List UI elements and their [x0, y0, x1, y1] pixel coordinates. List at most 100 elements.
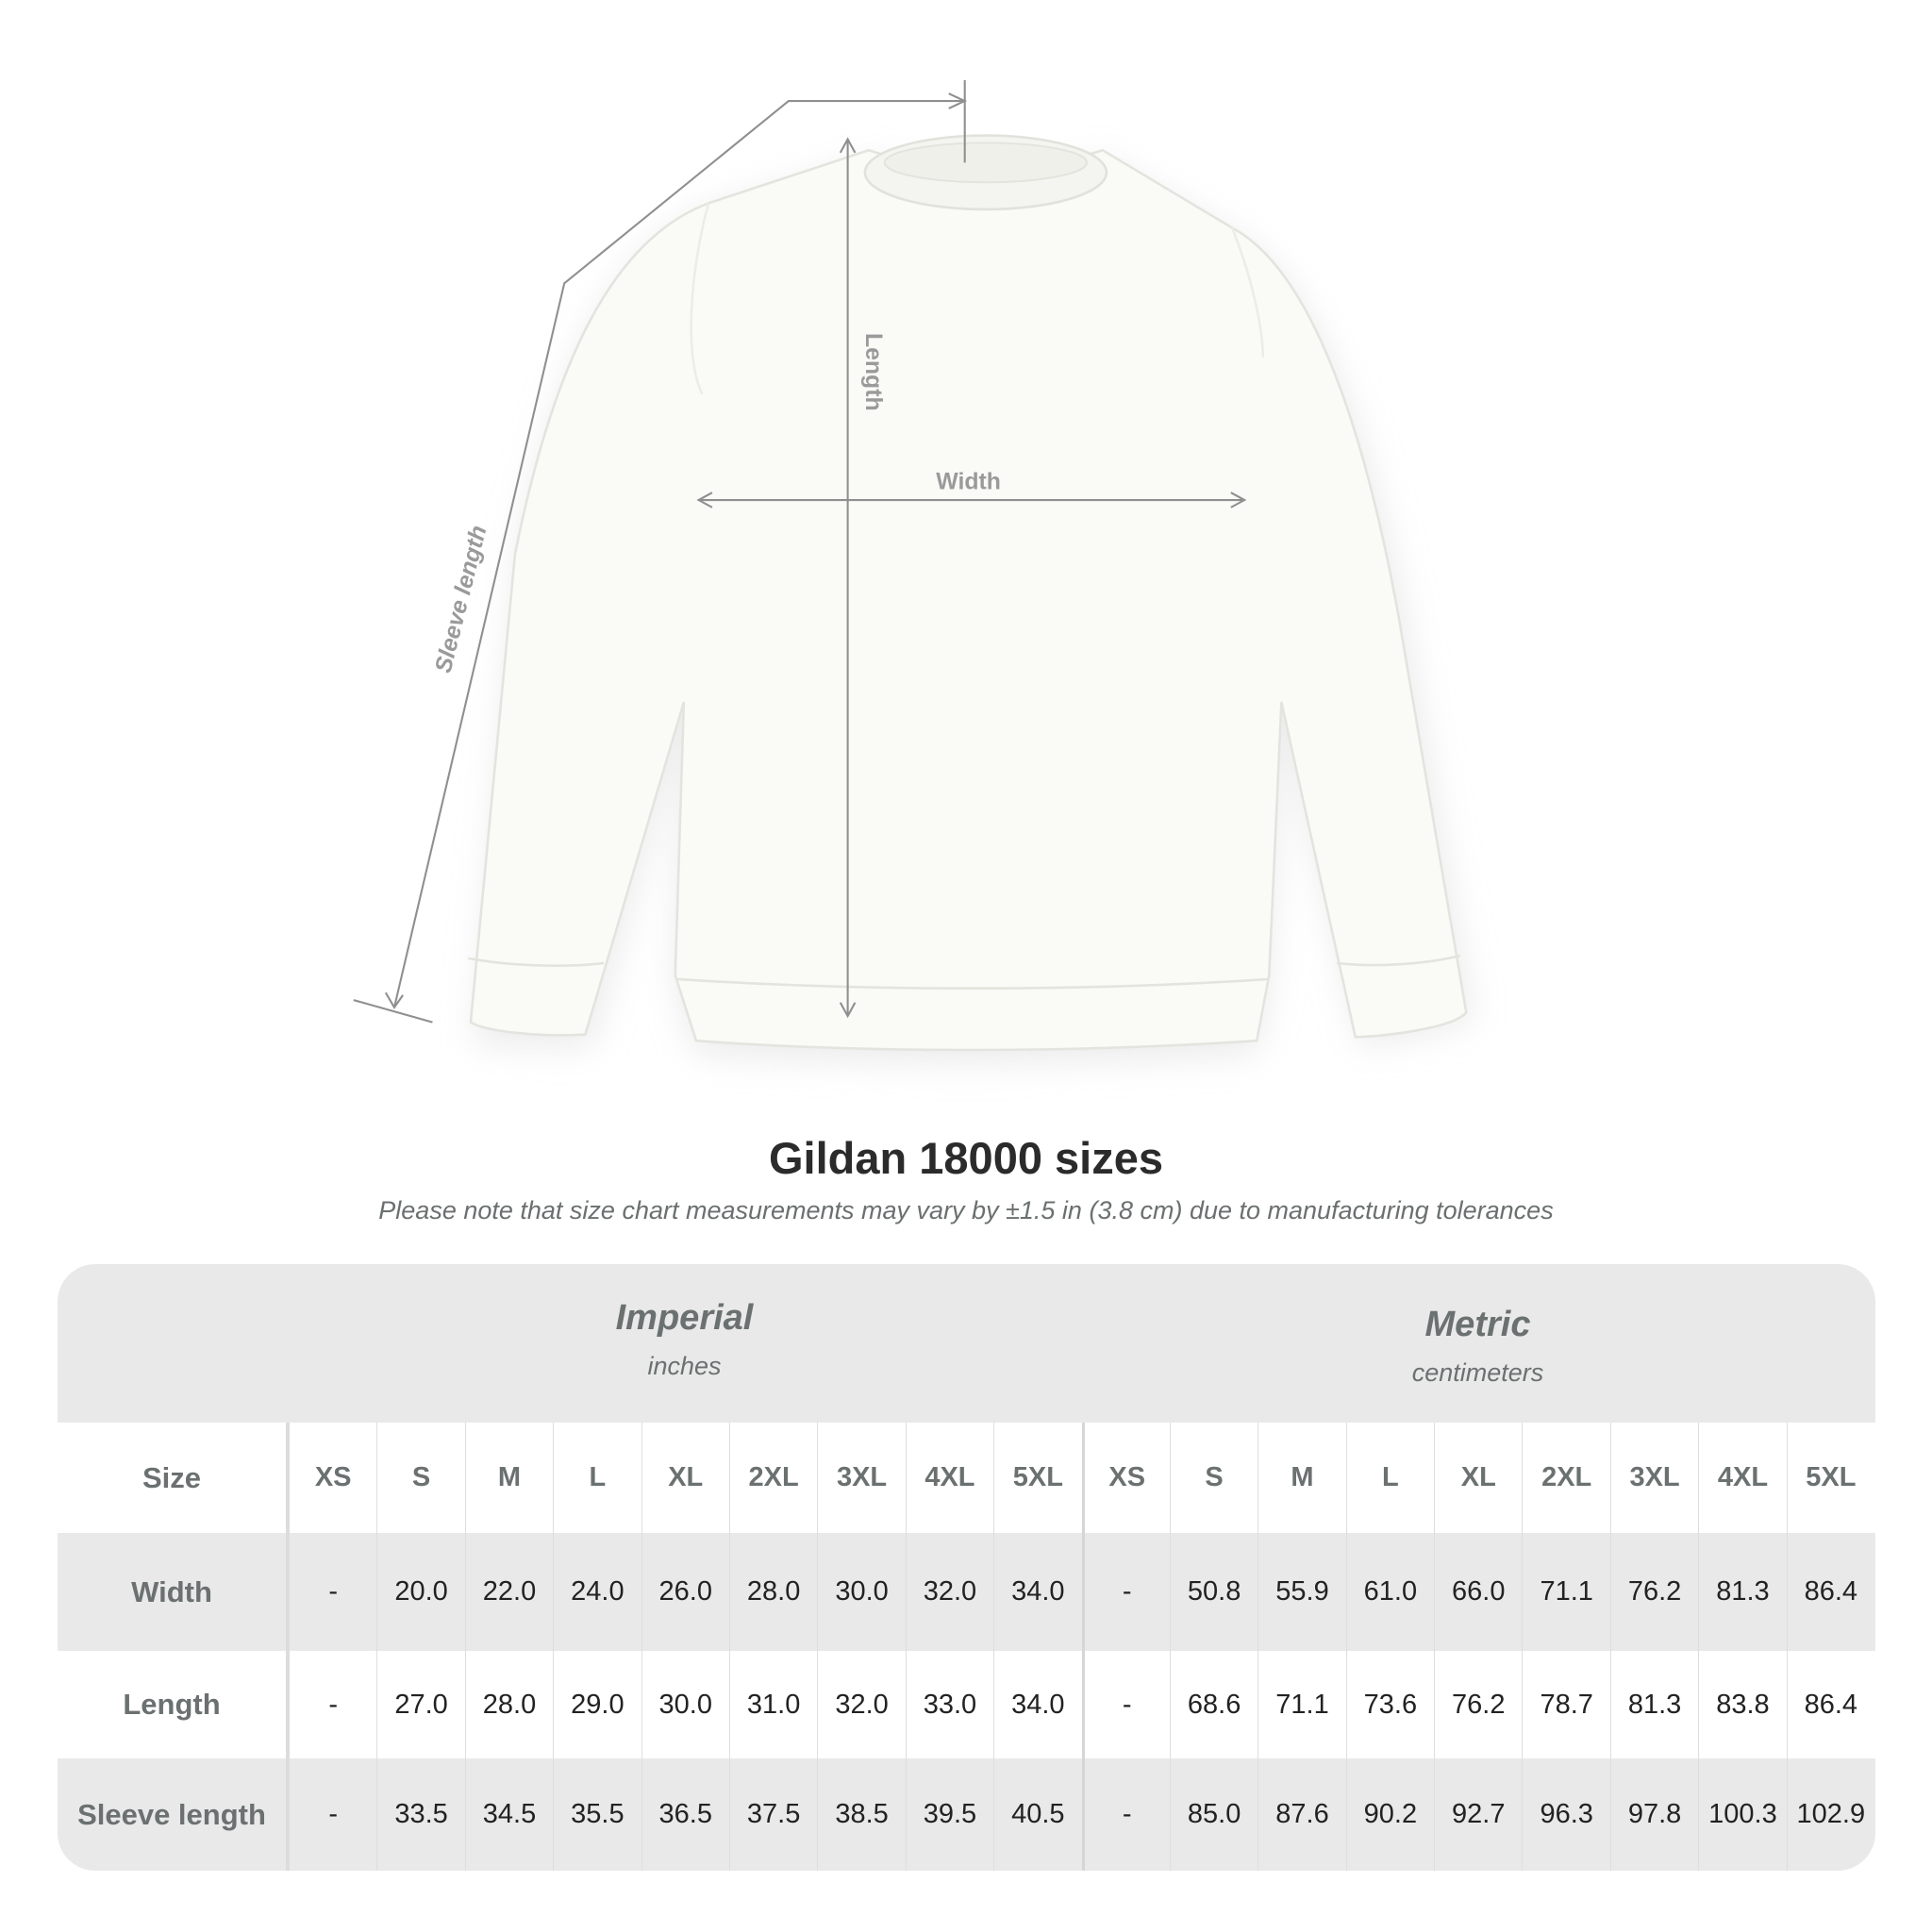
metric-value: 90.2: [1345, 1758, 1434, 1871]
imperial-value: 39.5: [905, 1758, 993, 1871]
size-header: XL: [641, 1423, 729, 1533]
metric-value: 86.4: [1786, 1533, 1874, 1651]
left-cuff: [468, 957, 605, 967]
size-header: S: [1169, 1423, 1257, 1533]
size-header: 2XL: [1522, 1423, 1609, 1533]
imperial-value: 28.0: [728, 1533, 817, 1651]
row-label: Size: [58, 1423, 289, 1533]
metric-value: -: [1081, 1651, 1170, 1758]
metric-value: 97.8: [1609, 1758, 1698, 1871]
metric-value: 61.0: [1345, 1533, 1434, 1651]
shoulder-seams: [690, 203, 1265, 395]
metric-unit: centimeters: [1411, 1358, 1544, 1387]
size-header: 5XL: [1786, 1423, 1874, 1533]
length-measure: [839, 137, 857, 1019]
size-header: L: [1345, 1423, 1434, 1533]
metric-value: 76.2: [1609, 1533, 1698, 1651]
imperial-value: 37.5: [728, 1758, 817, 1871]
metric-value: -: [1081, 1533, 1170, 1651]
imperial-value: 29.0: [553, 1651, 641, 1758]
row-label: Length: [58, 1651, 289, 1758]
size-header: XS: [1081, 1423, 1170, 1533]
imperial-value: 33.0: [905, 1651, 993, 1758]
metric-value: 55.9: [1257, 1533, 1345, 1651]
metric-value: 71.1: [1522, 1533, 1609, 1651]
tolerance-note: Please note that size chart measurements…: [378, 1196, 1554, 1224]
size-header: 3XL: [1609, 1423, 1698, 1533]
sleeve-length-label: Sleeve length: [431, 523, 492, 675]
size-header: XL: [1434, 1423, 1522, 1533]
row-band: [58, 1533, 1875, 1651]
imperial-value: 35.5: [553, 1758, 641, 1871]
size-header: 5XL: [993, 1423, 1081, 1533]
neck-opening: [883, 142, 1088, 184]
table-row: Width -20.0 22.0 24.0 26.0 28.0 30.0 32.0 34.0-5…: [58, 1533, 1875, 1651]
size-header: XS: [289, 1423, 376, 1533]
metric-value: 87.6: [1257, 1758, 1345, 1871]
size-header: L: [553, 1423, 641, 1533]
imperial-value: -: [289, 1651, 376, 1758]
imperial-value: 20.0: [376, 1533, 464, 1651]
metric-value: 81.3: [1609, 1651, 1698, 1758]
metric-value: 73.6: [1345, 1651, 1434, 1758]
metric-value: 85.0: [1169, 1758, 1257, 1871]
right-cuff: [1336, 954, 1461, 967]
size-header: 4XL: [905, 1423, 993, 1533]
imperial-value: 30.0: [641, 1651, 729, 1758]
imperial-value: 33.5: [376, 1758, 464, 1871]
imperial-value: 34.5: [464, 1758, 553, 1871]
metric-value: 66.0: [1434, 1533, 1522, 1651]
metric-title: Metric: [1424, 1305, 1531, 1344]
metric-value: 71.1: [1257, 1651, 1345, 1758]
imperial-value: -: [289, 1758, 376, 1871]
imperial-value: 31.0: [728, 1651, 817, 1758]
imperial-group-header: Imperial inches: [289, 1298, 1080, 1381]
metric-group-header: Metric centimeters: [1080, 1305, 1875, 1388]
imperial-value: -: [289, 1533, 376, 1651]
metric-value: 78.7: [1522, 1651, 1609, 1758]
metric-value: 68.6: [1169, 1651, 1257, 1758]
metric-value: 100.3: [1698, 1758, 1786, 1871]
size-header-row: Size XS S M L XL 2XL 3XL 4XL 5XL XS S M L XL 2XL 3XL 4XL 5…: [58, 1423, 1875, 1533]
imperial-value: 30.0: [817, 1533, 905, 1651]
sweatshirt-body: [469, 148, 1468, 1052]
imperial-value: 27.0: [376, 1651, 464, 1758]
imperial-value: 28.0: [464, 1651, 553, 1758]
length-label: Length: [860, 333, 886, 411]
size-header: 2XL: [728, 1423, 817, 1533]
size-header: 4XL: [1698, 1423, 1786, 1533]
size-header: M: [1257, 1423, 1345, 1533]
imperial-value: 34.0: [993, 1533, 1081, 1651]
metric-value: 102.9: [1786, 1758, 1874, 1871]
imperial-unit: inches: [647, 1352, 722, 1380]
row-label: Sleeve length: [58, 1758, 289, 1871]
imperial-value: 36.5: [641, 1758, 729, 1871]
width-label: Width: [936, 469, 1001, 494]
imperial-value: 22.0: [464, 1533, 553, 1651]
table-row: Length -27.0 28.0 29.0 30.0 31.0 32.0 33.0 34.0-…: [58, 1651, 1875, 1758]
metric-value: 83.8: [1698, 1651, 1786, 1758]
imperial-value: 32.0: [817, 1651, 905, 1758]
bottom-rib: [677, 977, 1270, 991]
metric-value: 92.7: [1434, 1758, 1522, 1871]
imperial-value: 32.0: [905, 1533, 993, 1651]
size-header: M: [464, 1423, 553, 1533]
imperial-title: Imperial: [615, 1298, 754, 1338]
metric-value: 76.2: [1434, 1651, 1522, 1758]
metric-value: -: [1081, 1758, 1170, 1871]
row-label: Width: [58, 1533, 289, 1651]
imperial-value: 26.0: [641, 1533, 729, 1651]
imperial-value: 40.5: [993, 1758, 1081, 1871]
table-row: Sleeve length -33.5 34.5 35.5 36.5 37.5 38.5 39…: [58, 1758, 1875, 1871]
sweatshirt-illustration: Length Width Sleeve length: [353, 79, 1473, 1063]
header-band: [58, 1264, 1875, 1423]
metric-value: 50.8: [1169, 1533, 1257, 1651]
imperial-value: 38.5: [817, 1758, 905, 1871]
imperial-value: 34.0: [993, 1651, 1081, 1758]
metric-value: 81.3: [1698, 1533, 1786, 1651]
size-header: 3XL: [817, 1423, 905, 1533]
size-header: S: [376, 1423, 464, 1533]
imperial-value: 24.0: [553, 1533, 641, 1651]
metric-value: 96.3: [1522, 1758, 1609, 1871]
size-table: Imperial inches Metric centimeters Size X…: [58, 1264, 1875, 1871]
